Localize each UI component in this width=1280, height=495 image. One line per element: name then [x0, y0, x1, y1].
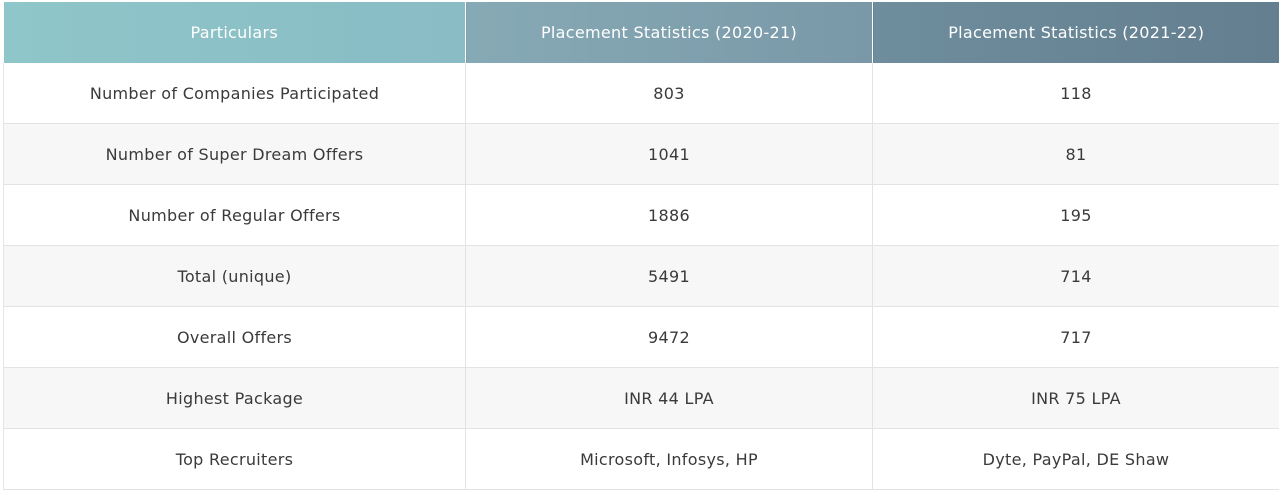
- row-label: Number of Regular Offers: [3, 184, 466, 246]
- table-row: Total (unique) 5491 714: [3, 245, 1279, 307]
- cell-2020-21: 803: [465, 63, 873, 124]
- table-row: Number of Regular Offers 1886 195: [3, 184, 1279, 246]
- header-row: Particulars Placement Statistics (2020-2…: [3, 2, 1279, 63]
- header-stats-2020-21: Placement Statistics (2020-21): [465, 2, 873, 63]
- header-stats-2021-22: Placement Statistics (2021-22): [872, 2, 1279, 63]
- table-row: Number of Companies Participated 803 118: [3, 63, 1279, 124]
- cell-2021-22: 81: [872, 123, 1279, 185]
- table-row: Highest Package INR 44 LPA INR 75 LPA: [3, 367, 1279, 429]
- table-header: Particulars Placement Statistics (2020-2…: [3, 2, 1279, 63]
- cell-2020-21: 1886: [465, 184, 873, 246]
- table-row: Top Recruiters Microsoft, Infosys, HP Dy…: [3, 428, 1279, 490]
- cell-2020-21: Microsoft, Infosys, HP: [465, 428, 873, 490]
- cell-2021-22: 118: [872, 63, 1279, 124]
- placement-statistics-table-container: Particulars Placement Statistics (2020-2…: [3, 2, 1279, 494]
- cell-2021-22: 195: [872, 184, 1279, 246]
- cell-2021-22: INR 75 LPA: [872, 367, 1279, 429]
- table-row: Overall Offers 9472 717: [3, 306, 1279, 368]
- row-label: Overall Offers: [3, 306, 466, 368]
- table-body: Number of Companies Participated 803 118…: [3, 63, 1279, 490]
- table-row: Number of Super Dream Offers 1041 81: [3, 123, 1279, 185]
- cell-2021-22: 717: [872, 306, 1279, 368]
- cell-2020-21: 1041: [465, 123, 873, 185]
- row-label: Top Recruiters: [3, 428, 466, 490]
- cell-2021-22: 714: [872, 245, 1279, 307]
- placement-statistics-table: Particulars Placement Statistics (2020-2…: [3, 2, 1279, 490]
- cell-2021-22: Dyte, PayPal, DE Shaw: [872, 428, 1279, 490]
- row-label: Total (unique): [3, 245, 466, 307]
- row-label: Number of Companies Participated: [3, 63, 466, 124]
- cell-2020-21: 9472: [465, 306, 873, 368]
- row-label: Number of Super Dream Offers: [3, 123, 466, 185]
- row-label: Highest Package: [3, 367, 466, 429]
- cell-2020-21: 5491: [465, 245, 873, 307]
- cell-2020-21: INR 44 LPA: [465, 367, 873, 429]
- header-particulars: Particulars: [3, 2, 466, 63]
